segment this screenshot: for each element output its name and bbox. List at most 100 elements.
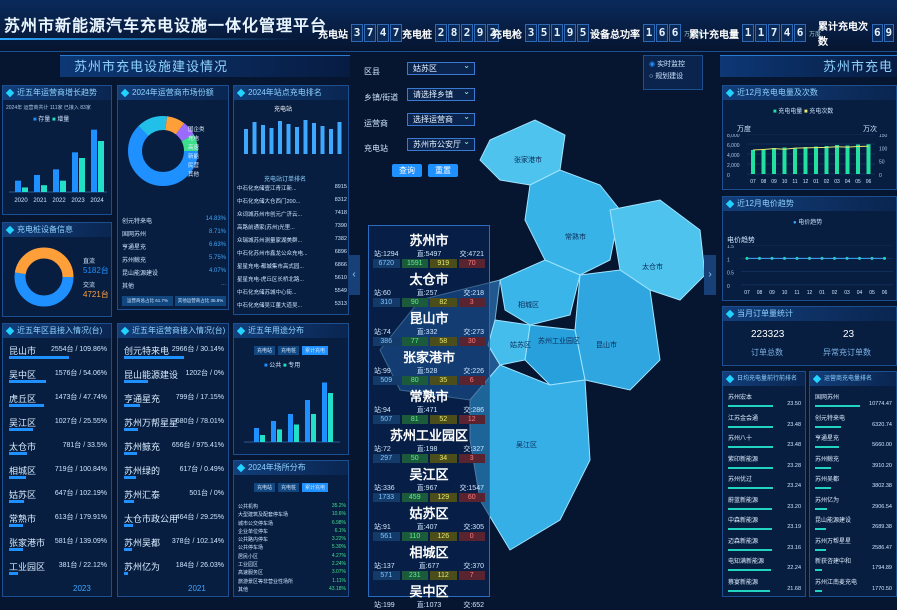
city-card[interactable]: 苏州工业园区 站:72 直:198 交:327 297 50 34 3 (372, 425, 486, 463)
rank-value: 799台 / 17.15% (175, 394, 224, 401)
tab-station[interactable]: 充电站 (254, 346, 276, 355)
tab-charge[interactable]: 累计充电 (302, 346, 329, 355)
tab-pile[interactable]: 充电桩 (278, 483, 300, 492)
city-stats: 站:336 直:967 交:1547 (372, 483, 486, 493)
axis-title: 电价趋势 (727, 237, 755, 244)
tab-pile[interactable]: 充电桩 (278, 346, 300, 355)
equip-dc-value: 5182台 (83, 266, 109, 275)
energy-bar (866, 144, 871, 174)
city-stats: 站:74 直:332 交:273 (372, 327, 486, 337)
station-value: 5610 (334, 275, 347, 281)
order-total-label: 订单总数 (751, 348, 783, 357)
order-abnormal-label: 异常充订单数 (823, 348, 871, 357)
query-button[interactable]: 查询 (392, 164, 422, 177)
rank-name: 张家港市 (9, 538, 46, 548)
kpi-digit: 6 (669, 24, 681, 42)
total-share-button[interactable]: 运营商总占比 61.7% (122, 296, 173, 306)
kpi-label: 充电站 (318, 29, 348, 41)
map-nav-right[interactable]: › (704, 255, 716, 295)
map-label-sip: 苏州工业园区 (538, 338, 580, 345)
other-share-button[interactable]: 其他运营商占比 35.8% (175, 296, 226, 306)
tab-station[interactable]: 充电站 (254, 483, 276, 492)
rank-name: 工业园区 (9, 562, 46, 572)
mini-bar (286, 124, 291, 154)
city-card[interactable]: 太仓市 站:60 直:257 交:218 310 90 82 3 (372, 269, 486, 307)
street-select[interactable]: 请选择乡镇 (407, 86, 475, 101)
kpi-digit: 3 (525, 24, 537, 42)
station-label: 充电站 (364, 144, 388, 153)
rank-value: 1770.50 (872, 585, 892, 592)
rank-row: 常熟市 613台 / 179.91% (9, 512, 107, 530)
kpi-digit: 9 (474, 24, 486, 42)
rank-bar (124, 548, 132, 551)
district-select[interactable]: 姑苏区 (407, 60, 475, 75)
map-nav-left[interactable]: ‹ (348, 255, 360, 295)
rank-value: 23.24 (787, 483, 801, 489)
order-abnormal-value: 23 (843, 329, 855, 340)
city-status-value: 60 (458, 493, 485, 502)
rank-bar (728, 548, 773, 551)
city-card[interactable]: 常熟市 站:94 直:471 交:286 507 81 52 12 (372, 386, 486, 424)
rank-value: 3802.38 (872, 483, 892, 489)
city-ac: 交:218 (463, 290, 484, 297)
rank-name: 蔚蓝新能源 (728, 497, 759, 504)
city-card[interactable]: 吴江区 站:336 直:967 交:1547 1733 459 129 60 (372, 464, 486, 502)
bar-stock (53, 169, 59, 192)
kpi-label: 设备总功率 (590, 29, 640, 41)
city-status-boxes: 509 80 35 6 (372, 376, 486, 385)
y-tick: 4,000 (727, 153, 740, 159)
panel-title: 近五年运营商接入情况(台) (118, 324, 228, 338)
venue-value: 35.2% (331, 503, 346, 509)
radio-planning[interactable]: ○ 规划建设 (649, 73, 684, 80)
kpi-item: 设备总功率 1 6 6 万千瓦 (590, 20, 702, 46)
city-status-value: 509 (373, 376, 400, 385)
city-status-value: 70 (458, 259, 485, 268)
energy-bar (814, 146, 818, 174)
rank-name: 吴中区 (9, 370, 37, 380)
city-card[interactable]: 姑苏区 站:91 直:407 交:305 561 110 126 0 (372, 503, 486, 541)
bar-private (328, 393, 333, 442)
station-select[interactable]: 苏州市公安厅 (407, 136, 475, 151)
panel-title: 充电桩设备信息 (3, 223, 111, 237)
panel-title: 近五年运营商增长趋势 (3, 86, 111, 100)
kpi-digit: 7 (390, 24, 402, 42)
rank-bar (815, 446, 839, 448)
item-value: 4.07% (208, 268, 226, 274)
tab-charge[interactable]: 累计充电 (302, 483, 329, 492)
venue-name: 公共路内停车 (238, 537, 269, 544)
reset-button[interactable]: 重置 (428, 164, 458, 177)
y-tick: 1.5 (727, 245, 734, 250)
kpi-digit: 9 (564, 24, 576, 42)
bar-inc (60, 180, 66, 192)
map-kunshan[interactable] (574, 269, 661, 391)
x-tick: 08 (757, 290, 763, 296)
bar-public (288, 414, 293, 442)
station-value: 5313 (334, 301, 347, 307)
radio-realtime[interactable]: ◉ 实时监控 (649, 61, 686, 68)
bar-inc (41, 185, 47, 192)
rank-bar (815, 487, 831, 489)
y-tick: 6,000 (727, 143, 740, 149)
list-item: 居民小区 4.27% (238, 553, 346, 561)
panel-orders: 当月订单量统计 223323 订单总数 23 异常充订单数 (722, 306, 897, 366)
rank-name: 国网苏州 (815, 395, 840, 401)
station-mini-chart (244, 120, 342, 154)
operator-select[interactable]: 选择运营商 (407, 111, 475, 126)
energy-bar (845, 145, 850, 174)
city-card[interactable]: 相城区 站:137 直:677 交:370 571 231 112 7 (372, 542, 486, 580)
map-changshu[interactable] (524, 169, 621, 276)
city-card[interactable]: 苏州市 站:1294 直:5497 交:4721 6720 1591 919 70 (372, 230, 486, 268)
city-card[interactable]: 昆山市 站:74 直:332 交:273 386 77 58 30 (372, 308, 486, 346)
legend-stock: 存量 (38, 117, 51, 123)
city-ac: 交:286 (463, 407, 484, 414)
city-card[interactable]: 吴中区 站:199 直:1073 交:652 (372, 581, 486, 610)
bar-public (322, 382, 327, 442)
x-tick: 08 (761, 179, 767, 185)
rank-name: 相城区 (9, 466, 37, 476)
map-xiangcheng[interactable] (499, 259, 581, 326)
list-item: 国网苏州 8.71% (122, 229, 226, 242)
city-station: 站:199 (374, 602, 395, 609)
legend-inc: 增量 (57, 117, 70, 123)
map-sip[interactable] (524, 324, 586, 386)
city-card[interactable]: 张家港市 站:99 直:528 交:226 509 80 35 6 (372, 347, 486, 385)
